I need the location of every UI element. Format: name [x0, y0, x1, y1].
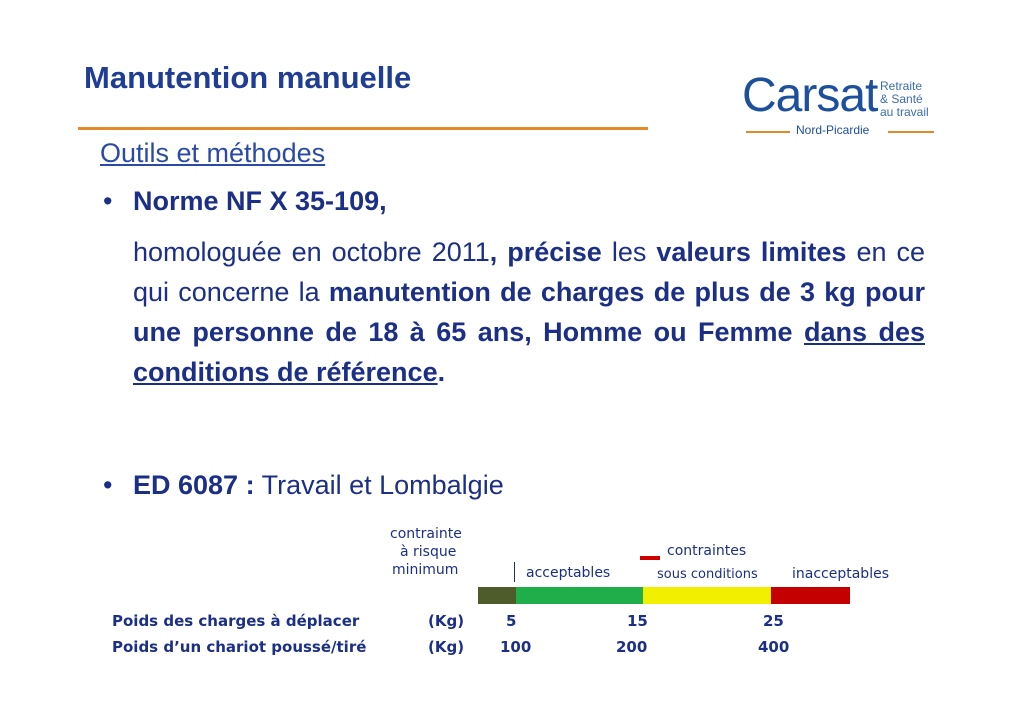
scale-label: inacceptables	[792, 566, 889, 582]
scale-segment	[771, 587, 850, 604]
text: les	[601, 237, 657, 267]
scale-label: à risque	[400, 544, 457, 560]
marker	[640, 556, 660, 560]
row-value: 25	[763, 612, 784, 630]
row-value: 200	[616, 638, 648, 656]
text: valeurs limites	[656, 237, 847, 267]
logo-line: & Santé	[880, 92, 923, 106]
scale-label: minimum	[392, 562, 459, 578]
bullet: ED 6087 : Travail et Lombalgie	[133, 470, 504, 501]
bullet-head: Norme NF X 35-109,	[133, 186, 387, 216]
text: manutention de charges de plus de 3 kg p…	[133, 277, 925, 347]
row-value: 5	[506, 612, 517, 630]
logo-region: Nord-Picardie	[796, 123, 870, 137]
bullet-dot: •	[103, 470, 113, 500]
title-rule	[78, 127, 648, 130]
scale-segment	[643, 587, 771, 604]
text: Travail et Lombalgie	[254, 470, 504, 500]
text: en ce qui concerne la	[133, 237, 925, 307]
text	[793, 317, 804, 347]
logo-line: Retraite	[880, 79, 923, 93]
text: , précise	[489, 237, 602, 267]
text: .	[437, 357, 446, 387]
row-value: 100	[500, 638, 532, 656]
logo-line: au travail	[880, 105, 929, 119]
scale-segment	[516, 587, 643, 604]
scale-segment	[478, 587, 516, 604]
title: Manutention manuelle	[84, 60, 412, 95]
row-unit: (Kg)	[428, 612, 465, 630]
bullet-paragraph: homologuée en octobre 2011, précise les …	[133, 232, 925, 392]
divider	[514, 562, 515, 582]
scale-label: contraintes	[667, 543, 747, 559]
row-unit: (Kg)	[428, 638, 465, 656]
row-value: 400	[758, 638, 790, 656]
logo: Carsat Retraite & Santé au travail Nord-…	[740, 60, 940, 140]
text: dans des conditions de référence	[133, 317, 925, 387]
scale-label: contrainte	[390, 526, 462, 542]
scale-label: acceptables	[526, 565, 611, 581]
text: homologuée en octobre 2011	[133, 237, 490, 267]
row-label: Poids d’un chariot poussé/tiré	[112, 638, 367, 656]
logo-rule	[888, 131, 934, 133]
logo-rule	[746, 131, 790, 133]
logo-name: Carsat	[742, 69, 878, 122]
subtitle: Outils et méthodes	[100, 138, 326, 168]
row-value: 15	[627, 612, 648, 630]
bullet-head: ED 6087 :	[133, 470, 255, 500]
scale-label: sous conditions	[657, 567, 758, 582]
bullet-dot: •	[103, 186, 113, 216]
row-label: Poids des charges à déplacer	[112, 612, 360, 630]
